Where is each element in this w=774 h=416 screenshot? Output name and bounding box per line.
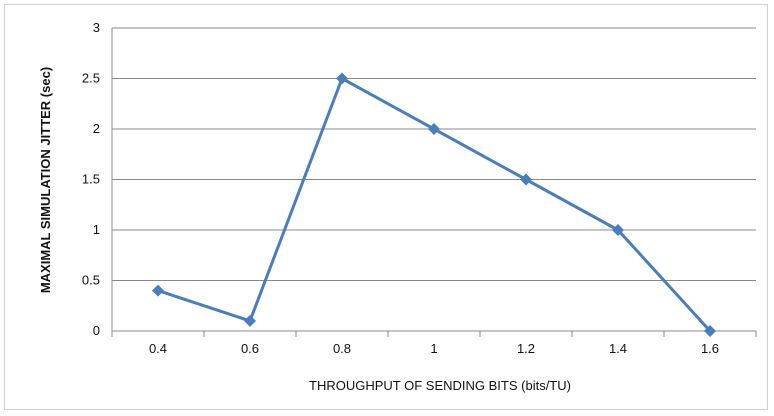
chart-frame (4, 4, 768, 410)
x-tick-label: 1.4 (609, 341, 627, 356)
y-tick-label: 1 (93, 222, 100, 237)
x-tick-label: 1.6 (701, 341, 719, 356)
y-tick-labels: 0 0.5 1 1.5 2 2.5 3 (82, 20, 100, 338)
x-tick-labels: 0.4 0.6 0.8 1 1.2 1.4 1.6 (149, 341, 719, 356)
x-tick-label: 0.8 (333, 341, 351, 356)
x-tick-label: 0.4 (149, 341, 167, 356)
y-tick-label: 2 (93, 121, 100, 136)
y-tick-label: 1.5 (82, 172, 100, 187)
y-axis-title: MAXIMAL SIMULATION JITTER (sec) (38, 67, 53, 293)
data-point-marker (152, 284, 164, 297)
x-tick-label: 1.2 (517, 341, 535, 356)
gridlines (112, 27, 756, 281)
axes (111, 28, 757, 337)
series-layer (152, 72, 716, 337)
series-line (157, 77, 712, 333)
data-point-marker (612, 224, 624, 236)
x-tick-label: 0.6 (241, 341, 259, 356)
data-point-marker (244, 314, 256, 327)
x-tick-label: 1 (430, 341, 437, 356)
data-point-marker (428, 123, 440, 135)
data-point-marker (704, 325, 716, 337)
x-axis-title: THROUGHPUT OF SENDING BITS (bits/TU) (309, 378, 571, 393)
data-point-marker (336, 72, 348, 85)
y-tick-label: 0.5 (82, 273, 100, 288)
data-point-marker (520, 173, 532, 186)
y-tick-label: 2.5 (82, 71, 100, 86)
y-tick-label: 0 (93, 323, 100, 338)
y-tick-label: 3 (93, 20, 100, 35)
